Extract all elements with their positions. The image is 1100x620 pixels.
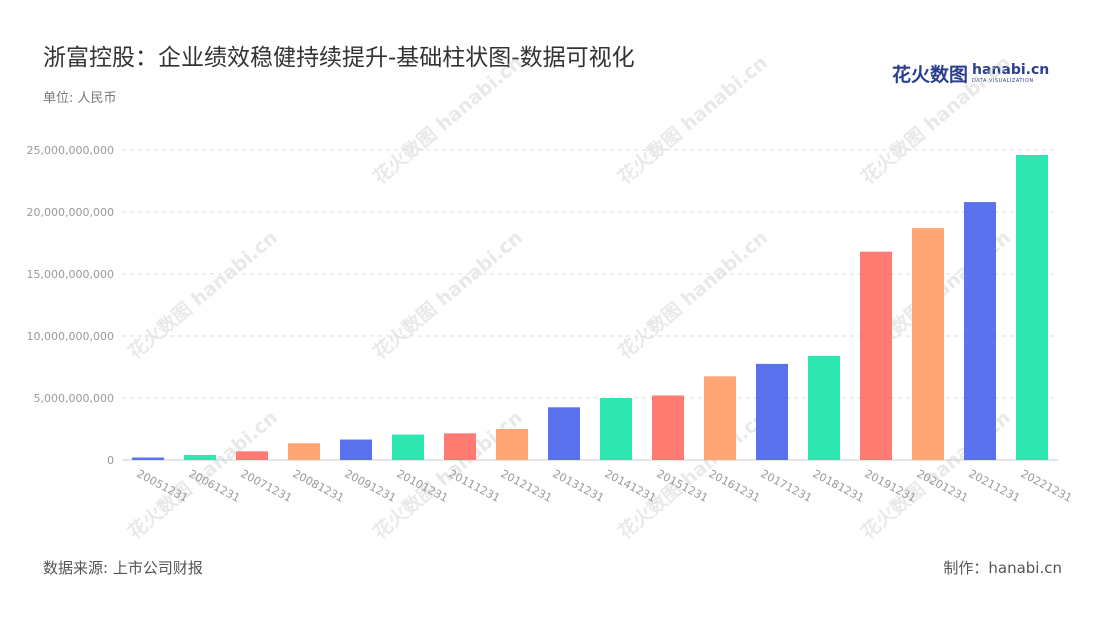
x-tick-label: 20211231 xyxy=(967,467,1023,505)
chart-title: 浙富控股：企业绩效稳健持续提升-基础柱状图-数据可视化 xyxy=(43,45,635,71)
bar-20101231 xyxy=(392,434,424,460)
x-tick-label: 20091231 xyxy=(343,467,399,505)
bar-20211231 xyxy=(964,202,996,460)
y-tick-label: 10,000,000,000 xyxy=(27,330,114,343)
y-axis: 0 5,000,000,000 10,000,000,000 15,000,000,0… xyxy=(27,144,114,467)
x-tick-label: 20221231 xyxy=(1019,467,1075,505)
watermark-text: 花火数图 hanabi.cn xyxy=(613,226,771,364)
bar-20071231 xyxy=(236,451,268,460)
bar-20111231 xyxy=(444,433,476,460)
bar-20051231 xyxy=(132,457,164,460)
y-tick-label: 5,000,000,000 xyxy=(34,392,114,405)
y-tick-label: 0 xyxy=(107,454,114,467)
bars xyxy=(132,154,1048,460)
bar-20151231 xyxy=(652,395,684,460)
bar-20081231 xyxy=(288,443,320,460)
logo-sub-text: DATA VISUALIZATION xyxy=(972,78,1034,84)
bar-20121231 xyxy=(496,429,528,460)
brand-logo: 花火数图 hanabi.cn DATA VISUALIZATION xyxy=(892,60,1049,87)
bar-20061231 xyxy=(184,455,216,460)
watermark-text: 花火数图 hanabi.cn xyxy=(368,51,526,189)
x-tick-label: 20121231 xyxy=(499,467,555,505)
y-tick-label: 15,000,000,000 xyxy=(27,268,114,281)
y-tick-label: 25,000,000,000 xyxy=(27,144,114,157)
watermark-text: 花火数图 hanabi.cn xyxy=(613,51,771,189)
maker-credit: 制作：hanabi.cn xyxy=(943,559,1062,577)
x-tick-label: 20131231 xyxy=(551,467,607,505)
y-tick-label: 20,000,000,000 xyxy=(27,206,114,219)
bar-20141231 xyxy=(600,398,632,460)
x-tick-label: 20081231 xyxy=(291,467,347,505)
logo-cn-text: 花火数图 xyxy=(892,64,969,86)
bar-20181231 xyxy=(808,355,840,460)
watermark-text: 花火数图 hanabi.cn xyxy=(123,226,281,364)
x-tick-label: 20141231 xyxy=(603,467,659,505)
bar-20221231 xyxy=(1016,154,1048,460)
x-tick-label: 20161231 xyxy=(707,467,763,505)
bar-20131231 xyxy=(548,407,580,460)
bar-20171231 xyxy=(756,363,788,460)
x-tick-label: 20111231 xyxy=(447,467,503,505)
x-tick-label: 20071231 xyxy=(239,467,295,505)
bar-20161231 xyxy=(704,376,736,460)
logo-en-text: hanabi.cn xyxy=(972,62,1050,78)
watermark-text: 花火数图 hanabi.cn xyxy=(368,226,526,364)
logo-en-block: hanabi.cn DATA VISUALIZATION xyxy=(972,63,1049,84)
watermark-text: 花火数图 hanabi.cn xyxy=(613,406,771,544)
x-tick-label: 20171231 xyxy=(759,467,815,505)
bar-20191231 xyxy=(860,251,892,460)
bar-20091231 xyxy=(340,439,372,460)
x-axis: 2005123120061231200712312008123120091231… xyxy=(135,467,1075,505)
unit-label: 单位: 人民币 xyxy=(43,91,117,106)
bar-20201231 xyxy=(912,228,944,460)
grid-lines xyxy=(122,149,1058,461)
data-source: 数据来源: 上市公司财报 xyxy=(43,559,203,577)
watermark-text: 花火数图 hanabi.cn xyxy=(856,51,1014,189)
x-tick-label: 20181231 xyxy=(811,467,867,505)
